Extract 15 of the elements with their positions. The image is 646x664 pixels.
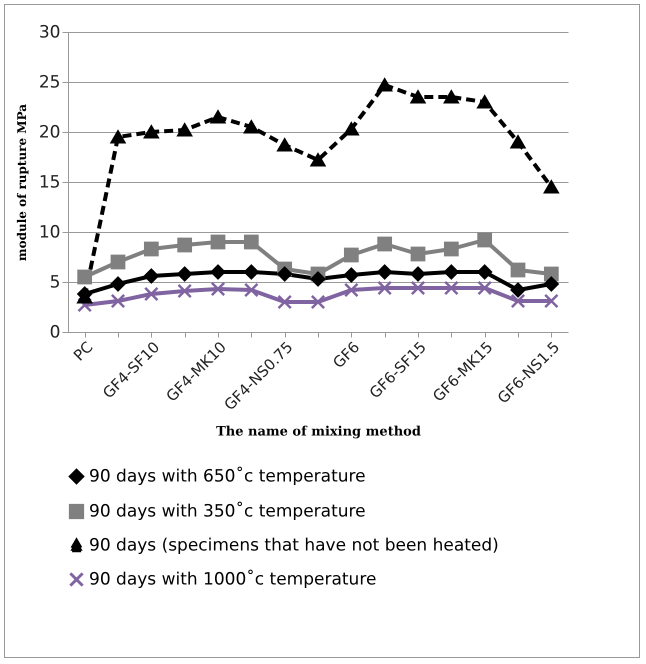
- y-tick-label: 10: [38, 222, 60, 242]
- legend-label: 90 days with 350˚c temperature: [89, 502, 366, 522]
- y-tick-label: 5: [50, 272, 60, 292]
- y-tick-label: 20: [38, 122, 60, 142]
- y-tick-label: 25: [38, 72, 60, 92]
- y-tick-label: 0: [50, 322, 60, 342]
- legend-label: 90 days with 650˚c temperature: [89, 466, 366, 486]
- y-tick-label: 30: [38, 22, 60, 42]
- y-axis-title: module of rupture MPa: [14, 104, 29, 262]
- x-tick-label: PC: [70, 338, 96, 365]
- y-tick-label: 15: [38, 172, 60, 192]
- legend-label: 90 days (specimens that have not been heated): [89, 536, 499, 556]
- x-tick-label: GF6: [329, 338, 364, 372]
- legend-label: 90 days with 1000˚c temperature: [89, 570, 376, 590]
- x-axis-title: The name of mixing method: [216, 424, 421, 440]
